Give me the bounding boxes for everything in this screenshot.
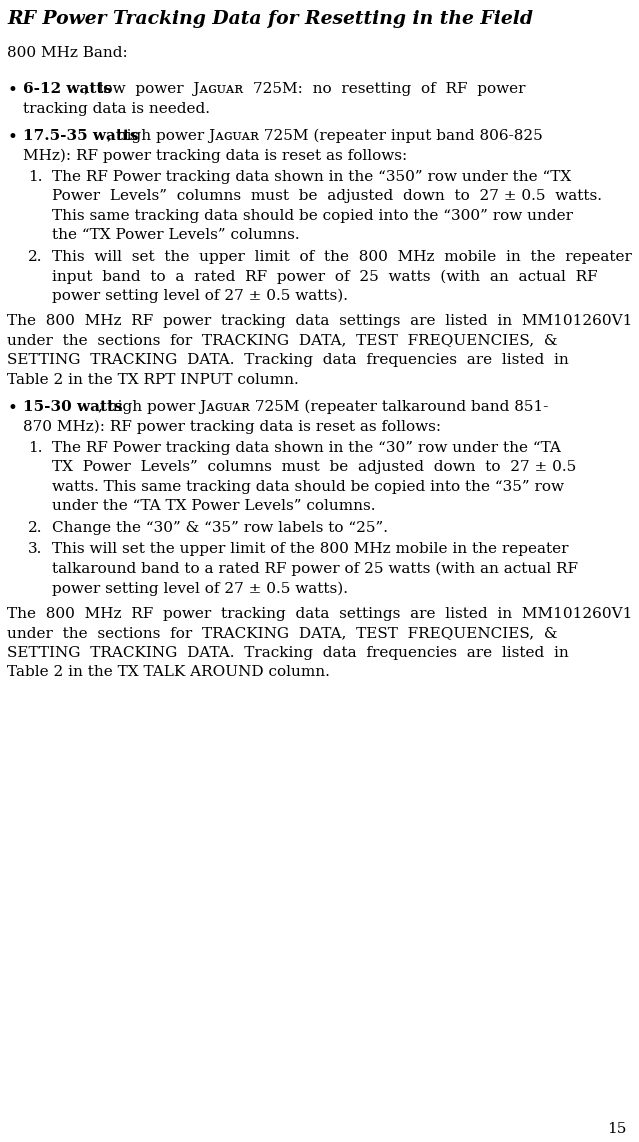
Text: 15-30 watts: 15-30 watts xyxy=(23,400,123,413)
Text: Table 2 in the TX RPT INPUT column.: Table 2 in the TX RPT INPUT column. xyxy=(7,372,299,386)
Text: •: • xyxy=(7,400,17,417)
Text: tracking data is needed.: tracking data is needed. xyxy=(23,102,210,115)
Text: The RF Power tracking data shown in the “350” row under the “TX: The RF Power tracking data shown in the … xyxy=(52,170,571,184)
Text: •: • xyxy=(7,129,17,146)
Text: the “TX Power Levels” columns.: the “TX Power Levels” columns. xyxy=(52,228,300,242)
Text: 2.: 2. xyxy=(28,521,43,534)
Text: SETTING  TRACKING  DATA.  Tracking  data  frequencies  are  listed  in: SETTING TRACKING DATA. Tracking data fre… xyxy=(7,353,569,367)
Text: under  the  sections  for  TRACKING  DATA,  TEST  FREQUENCIES,  &: under the sections for TRACKING DATA, TE… xyxy=(7,333,557,347)
Text: 6-12 watts: 6-12 watts xyxy=(23,82,112,96)
Text: TX  Power  Levels”  columns  must  be  adjusted  down  to  27 ± 0.5: TX Power Levels” columns must be adjuste… xyxy=(52,460,576,474)
Text: 2.: 2. xyxy=(28,250,43,264)
Text: 870 MHz): RF power tracking data is reset as follows:: 870 MHz): RF power tracking data is rese… xyxy=(23,419,441,434)
Text: 17.5-35 watts: 17.5-35 watts xyxy=(23,129,139,143)
Text: RF Power Tracking Data for Resetting in the Field: RF Power Tracking Data for Resetting in … xyxy=(7,10,533,29)
Text: , high power Jᴀɢᴜᴀʀ 725M (repeater talkaround band 851-: , high power Jᴀɢᴜᴀʀ 725M (repeater talka… xyxy=(98,400,548,415)
Text: ,  low  power  Jᴀɢᴜᴀʀ  725M:  no  resetting  of  RF  power: , low power Jᴀɢᴜᴀʀ 725M: no resetting of… xyxy=(84,82,525,96)
Text: Power  Levels”  columns  must  be  adjusted  down  to  27 ± 0.5  watts.: Power Levels” columns must be adjusted d… xyxy=(52,190,602,203)
Text: The RF Power tracking data shown in the “30” row under the “TA: The RF Power tracking data shown in the … xyxy=(52,441,561,455)
Text: •: • xyxy=(7,82,17,99)
Text: The  800  MHz  RF  power  tracking  data  settings  are  listed  in  MM101260V1: The 800 MHz RF power tracking data setti… xyxy=(7,606,633,620)
Text: 800 MHz Band:: 800 MHz Band: xyxy=(7,46,128,61)
Text: talkaround band to a rated RF power of 25 watts (with an actual RF: talkaround band to a rated RF power of 2… xyxy=(52,562,578,576)
Text: MHz): RF power tracking data is reset as follows:: MHz): RF power tracking data is reset as… xyxy=(23,148,407,162)
Text: input  band  to  a  rated  RF  power  of  25  watts  (with  an  actual  RF: input band to a rated RF power of 25 wat… xyxy=(52,270,597,283)
Text: This same tracking data should be copied into the “300” row under: This same tracking data should be copied… xyxy=(52,209,573,223)
Text: The  800  MHz  RF  power  tracking  data  settings  are  listed  in  MM101260V1: The 800 MHz RF power tracking data setti… xyxy=(7,314,633,328)
Text: This  will  set  the  upper  limit  of  the  800  MHz  mobile  in  the  repeater: This will set the upper limit of the 800… xyxy=(52,250,632,264)
Text: power setting level of 27 ± 0.5 watts).: power setting level of 27 ± 0.5 watts). xyxy=(52,289,348,303)
Text: 1.: 1. xyxy=(28,170,43,184)
Text: , high power Jᴀɢᴜᴀʀ 725M (repeater input band 806-825: , high power Jᴀɢᴜᴀʀ 725M (repeater input… xyxy=(107,129,543,143)
Text: SETTING  TRACKING  DATA.  Tracking  data  frequencies  are  listed  in: SETTING TRACKING DATA. Tracking data fre… xyxy=(7,645,569,660)
Text: under the “TA TX Power Levels” columns.: under the “TA TX Power Levels” columns. xyxy=(52,499,376,513)
Text: under  the  sections  for  TRACKING  DATA,  TEST  FREQUENCIES,  &: under the sections for TRACKING DATA, TE… xyxy=(7,626,557,640)
Text: 3.: 3. xyxy=(28,542,42,556)
Text: Table 2 in the TX TALK AROUND column.: Table 2 in the TX TALK AROUND column. xyxy=(7,665,330,679)
Text: 15: 15 xyxy=(607,1121,626,1136)
Text: Change the “30” & “35” row labels to “25”.: Change the “30” & “35” row labels to “25… xyxy=(52,521,388,534)
Text: watts. This same tracking data should be copied into the “35” row: watts. This same tracking data should be… xyxy=(52,480,564,493)
Text: 1.: 1. xyxy=(28,441,43,455)
Text: This will set the upper limit of the 800 MHz mobile in the repeater: This will set the upper limit of the 800… xyxy=(52,542,569,556)
Text: power setting level of 27 ± 0.5 watts).: power setting level of 27 ± 0.5 watts). xyxy=(52,581,348,596)
